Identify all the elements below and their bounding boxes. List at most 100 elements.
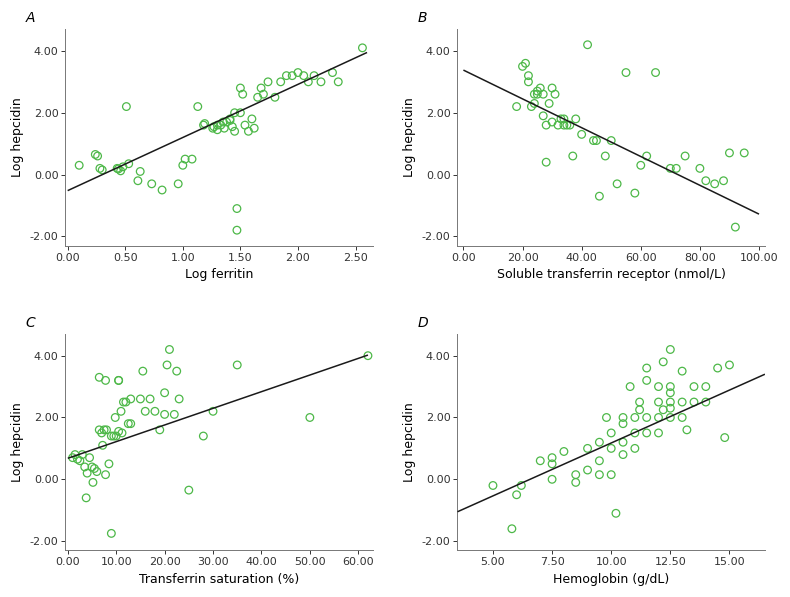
Point [158,410,171,419]
Point [215,121,228,130]
Point [231,204,243,213]
Point [134,167,146,176]
Point [516,61,529,71]
Point [593,456,606,466]
Point [617,419,630,429]
Point [96,165,108,175]
Point [163,344,175,354]
Point [117,397,130,407]
Point [558,447,570,456]
Point [332,77,344,87]
Point [122,159,135,168]
Point [723,360,735,370]
Point [216,117,229,127]
Point [100,376,112,385]
Point [593,192,606,201]
Point [540,121,552,130]
Point [629,413,641,422]
Point [308,71,321,81]
Point [619,68,632,78]
Point [641,376,653,385]
Point [226,122,239,131]
Point [274,77,287,87]
Point [664,397,677,407]
Point [103,459,115,469]
Point [134,394,147,404]
Point [111,164,123,173]
Point [641,363,653,373]
Point [537,90,550,99]
Point [110,431,122,441]
Point [699,176,712,186]
Point [179,154,191,164]
Point [528,90,540,99]
Point [228,127,241,136]
Point [234,108,246,118]
Point [224,116,236,125]
Point [515,481,528,490]
Point [540,158,552,167]
Point [664,413,677,422]
Point [534,456,547,466]
Point [109,413,122,422]
Point [522,71,535,81]
Point [510,490,523,500]
Point [634,405,646,414]
X-axis label: Hemoglobin (g/dL): Hemoglobin (g/dL) [553,573,669,586]
Point [168,410,181,419]
Point [292,68,304,78]
Point [234,83,246,93]
Point [549,90,562,99]
Point [657,357,670,367]
Point [587,136,600,145]
Point [610,509,623,518]
Point [711,363,724,373]
Point [590,136,603,145]
Point [286,71,299,81]
Point [680,425,693,435]
Point [675,367,688,376]
Point [149,407,161,416]
Y-axis label: Log hepcidin: Log hepcidin [403,402,416,482]
Point [173,394,186,404]
Point [558,121,570,130]
Point [546,453,559,463]
Point [137,367,149,376]
Point [122,419,134,429]
Point [139,407,152,416]
Point [581,444,594,453]
Point [605,444,618,453]
Point [207,407,220,416]
Point [634,161,647,170]
Point [634,397,646,407]
Point [718,433,731,442]
Point [546,475,559,484]
Point [246,114,258,124]
Point [117,162,130,171]
Point [242,127,254,136]
Point [561,121,574,130]
Point [510,101,523,111]
X-axis label: Transferrin saturation (%): Transferrin saturation (%) [139,573,299,586]
Point [593,438,606,447]
Point [303,413,316,422]
Point [280,71,293,81]
Point [629,188,641,198]
Point [251,93,264,102]
Point [231,226,243,235]
Point [617,450,630,459]
Point [115,407,127,416]
Point [69,450,81,459]
Point [617,413,630,422]
Point [208,122,220,131]
Point [80,493,92,503]
Y-axis label: Log hepcidin: Log hepcidin [11,402,24,482]
Text: A: A [25,11,35,25]
Point [112,164,125,174]
Point [525,101,538,111]
X-axis label: Soluble transferrin receptor (nmol/L): Soluble transferrin receptor (nmol/L) [497,268,726,281]
Point [115,166,127,176]
Point [694,164,706,173]
Point [675,413,688,422]
Text: B: B [418,11,427,25]
